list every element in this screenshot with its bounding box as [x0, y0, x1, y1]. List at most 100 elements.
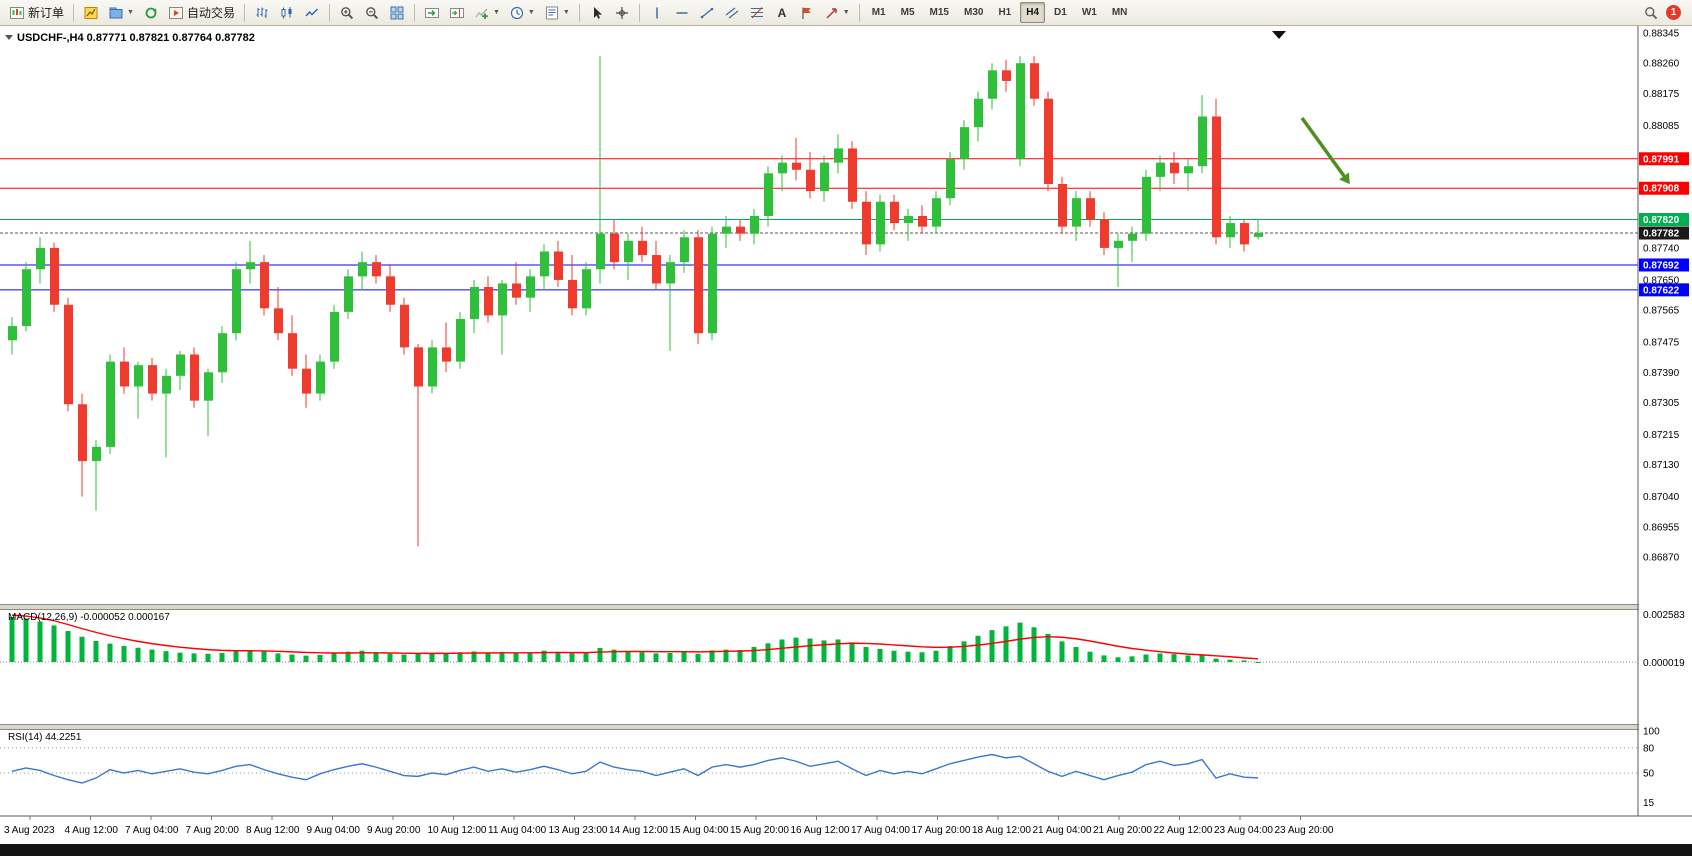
autotrading-button[interactable]: 自动交易 [164, 2, 239, 24]
panel-splitter[interactable] [0, 604, 1692, 610]
refresh-button[interactable] [139, 2, 163, 24]
cursor-button[interactable] [585, 2, 609, 24]
main-chart-panel[interactable]: USDCHF-,H4 0.87771 0.87821 0.87764 0.877… [0, 31, 1638, 547]
time-axis-label: 9 Aug 20:00 [367, 825, 421, 836]
timeframe-button-h1[interactable]: H1 [998, 7, 1012, 18]
price-axis-label: 0.88175 [1643, 89, 1680, 100]
price-axis[interactable]: 0.88345 0.88260 0.88175 0.88085 0.87740 0.876… [1637, 26, 1692, 816]
splitter-bar [0, 724, 1692, 730]
toolbar: 新订单 ▼ 自动交易 ▼ ▼ ▼ A ▼ M1 M5 M15 M30 H1 H4 D1 W1 MN 1 [0, 0, 1692, 26]
text-button[interactable]: A [770, 2, 794, 24]
zoom-in-button[interactable] [335, 2, 359, 24]
candle-body [1226, 223, 1235, 238]
candle-body [1058, 183, 1067, 227]
candlestick-button[interactable] [275, 2, 299, 24]
vertical-line-button[interactable] [645, 2, 669, 24]
chevron-down-icon: ▼ [527, 8, 535, 16]
panel-splitter[interactable] [0, 724, 1692, 730]
label-icon [799, 5, 815, 21]
arrows-button[interactable] [795, 2, 819, 24]
candle-body [386, 276, 395, 305]
price-axis-bg [1639, 26, 1692, 816]
macd-bar [611, 649, 617, 662]
horizontal-line-button[interactable] [670, 2, 694, 24]
candle [596, 56, 605, 284]
timeframe-button-m5[interactable]: M5 [900, 7, 915, 18]
macd-bar [709, 650, 715, 662]
macd-bar [989, 630, 995, 662]
channel-button[interactable] [720, 2, 744, 24]
timeframe-button-m15[interactable]: M15 [929, 7, 949, 18]
macd-bar [1129, 656, 1135, 662]
candle [1114, 233, 1123, 288]
toolbar-separator [243, 3, 245, 22]
timeframe-button-h4[interactable]: H4 [1020, 2, 1046, 23]
bar-chart-button[interactable] [250, 2, 274, 24]
zoom-out-button[interactable] [360, 2, 384, 24]
time-axis-bg [0, 816, 1692, 844]
chart-window[interactable]: USDCHF-,H4 0.87771 0.87821 0.87764 0.877… [0, 26, 1692, 844]
candle [540, 244, 549, 291]
shapes-button[interactable]: ▼ [820, 2, 854, 24]
new-order-button[interactable]: 新订单 [5, 2, 68, 24]
new-chart-button[interactable] [79, 2, 103, 24]
candle-body [50, 247, 59, 305]
macd-bar [1003, 626, 1009, 662]
chart-shift-button[interactable] [445, 2, 469, 24]
macd-panel[interactable]: MACD(12,26,9) -0.000052 0.000167 [0, 612, 1638, 663]
macd-bar [835, 639, 841, 662]
candle [8, 317, 17, 355]
arrow-annotation[interactable] [1300, 116, 1350, 185]
macd-bar [625, 651, 631, 662]
candle [750, 208, 759, 245]
line-chart-button[interactable] [300, 2, 324, 24]
candle-body [64, 304, 73, 405]
candle [820, 155, 829, 202]
channel-icon [724, 5, 740, 21]
search-button[interactable] [1639, 2, 1663, 24]
macd-bar [261, 651, 267, 662]
chevron-down-icon: ▼ [492, 8, 500, 16]
notification-badge[interactable]: 1 [1666, 5, 1681, 20]
timeframe-button-d1[interactable]: D1 [1054, 7, 1067, 18]
macd-bar [891, 650, 897, 662]
crosshair-button[interactable] [610, 2, 634, 24]
macd-bar [177, 652, 183, 662]
chart-title: USDCHF-,H4 0.87771 0.87821 0.87764 0.877… [17, 32, 255, 44]
candle [64, 297, 73, 412]
timeframe-button-mn[interactable]: MN [1111, 7, 1128, 18]
time-axis[interactable]: 3 Aug 2023 4 Aug 12:00 7 Aug 04:00 7 Aug 20… [0, 815, 1692, 844]
collapse-icon[interactable] [5, 35, 13, 40]
macd-bar [373, 652, 379, 662]
macd-bar [1087, 651, 1093, 662]
candle [890, 194, 899, 231]
time-axis-label: 21 Aug 04:00 [1033, 825, 1092, 836]
candle-body [820, 162, 829, 192]
timeframe-button-w1[interactable]: W1 [1081, 7, 1097, 18]
candle [1254, 219, 1263, 240]
tile-windows-button[interactable] [385, 2, 409, 24]
indicators-button[interactable]: ▼ [470, 2, 504, 24]
price-tag-text: 0.87782 [1643, 229, 1680, 240]
candle [1170, 152, 1179, 184]
templates-button[interactable]: ▼ [540, 2, 574, 24]
status-strip [0, 844, 1692, 856]
timeframe-button-m30[interactable]: M30 [963, 7, 984, 18]
trendline-button[interactable] [695, 2, 719, 24]
chevron-down-icon: ▼ [842, 8, 850, 16]
rsi-panel[interactable]: RSI(14) 44.2251 [0, 732, 1638, 784]
profiles-button[interactable]: ▼ [104, 2, 138, 24]
auto-scroll-button[interactable] [420, 2, 444, 24]
time-axis-label: 15 Aug 04:00 [670, 825, 729, 836]
candle [1044, 91, 1053, 192]
fibonacci-button[interactable] [745, 2, 769, 24]
timeframe-button-m1[interactable]: M1 [871, 7, 886, 18]
macd-bar [163, 651, 169, 662]
candle-body [988, 70, 997, 99]
candle-body [778, 162, 787, 174]
refresh-icon [143, 5, 159, 21]
price-tag-0.87692: 0.87692 [1639, 258, 1689, 272]
candle-body [372, 262, 381, 277]
periods-button[interactable]: ▼ [505, 2, 539, 24]
chart-canvas[interactable]: USDCHF-,H4 0.87771 0.87821 0.87764 0.877… [0, 26, 1692, 844]
